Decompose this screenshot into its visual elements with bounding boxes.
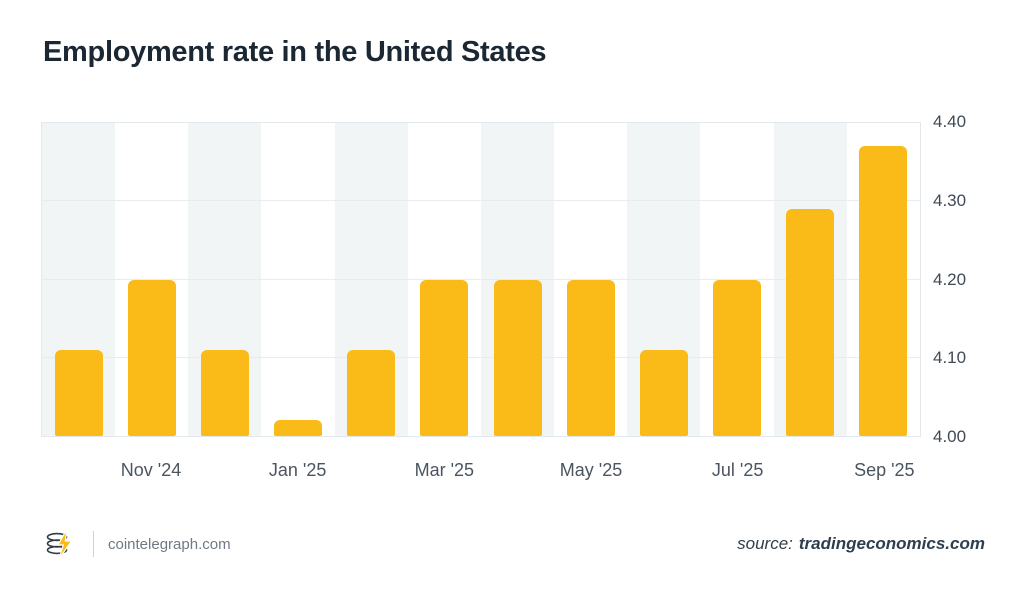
bar-dec--24 xyxy=(200,349,249,436)
y-tick-label: 4.00 xyxy=(933,427,967,446)
x-tick-label: May '25 xyxy=(559,460,623,480)
footer-brand-group: cointelegraph.com xyxy=(43,526,231,562)
y-tick-label: 4.40 xyxy=(933,112,967,131)
bar-nov--24 xyxy=(127,279,176,436)
plot-area xyxy=(41,122,921,437)
x-tick-label: Jul '25 xyxy=(711,460,764,480)
gridline xyxy=(42,278,920,280)
footer: cointelegraph.com source: tradingeconomic… xyxy=(43,522,985,566)
source-attribution: source: tradingeconomics.com xyxy=(737,534,985,554)
bar-may--25 xyxy=(566,279,615,436)
bar-feb--25 xyxy=(347,349,396,436)
bar-apr--25 xyxy=(493,279,542,436)
gridline xyxy=(42,200,920,202)
bar-jun--25 xyxy=(639,349,688,436)
footer-divider xyxy=(93,531,94,557)
source-value: tradingeconomics.com xyxy=(798,534,985,553)
cointelegraph-logo-icon xyxy=(46,528,73,560)
x-tick-label: Jan '25 xyxy=(268,460,327,480)
y-tick-label: 4.30 xyxy=(933,190,967,210)
bar-jan--25 xyxy=(274,420,323,436)
chart-title: Employment rate in the United States xyxy=(43,36,547,68)
source-label: source: xyxy=(737,534,793,553)
y-tick-label: 4.10 xyxy=(933,348,967,368)
bar-mar--25 xyxy=(420,279,469,436)
x-tick-label: Mar '25 xyxy=(414,460,475,480)
x-tick-label: Sep '25 xyxy=(854,460,915,480)
x-tick-label: Nov '24 xyxy=(120,460,182,480)
gridline xyxy=(42,356,920,358)
brand-text: cointelegraph.com xyxy=(108,535,231,553)
y-tick-label: 4.20 xyxy=(933,269,967,289)
bar-jul--25 xyxy=(713,279,762,436)
x-axis: Nov '24 Jan '25 Mar '25 May '25 Jul '25 Sep '… xyxy=(41,460,921,486)
y-axis: 4.00 4.10 4.20 4.30 4.40 xyxy=(933,112,993,446)
bar-oct--24 xyxy=(54,349,103,436)
bar-aug--25 xyxy=(786,209,835,436)
bar-sep--25 xyxy=(859,146,908,436)
